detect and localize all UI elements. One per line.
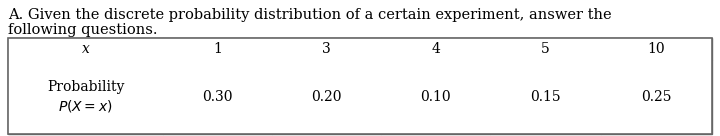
Text: 0.15: 0.15 (530, 90, 561, 104)
Text: 1: 1 (213, 42, 222, 56)
Text: 10: 10 (648, 42, 665, 56)
Bar (163, 60, 272, 134)
Bar (601, 38, 712, 60)
Text: 0.10: 0.10 (420, 90, 451, 104)
Text: following questions.: following questions. (8, 23, 158, 37)
Text: Probability
$P(X = x)$: Probability $P(X = x)$ (47, 80, 124, 115)
Text: x: x (81, 42, 89, 56)
Text: A. Given the discrete probability distribution of a certain experiment, answer t: A. Given the discrete probability distri… (8, 8, 611, 22)
Text: 0.30: 0.30 (202, 90, 233, 104)
Text: 0.25: 0.25 (642, 90, 672, 104)
Bar (490, 38, 601, 60)
Bar (163, 38, 272, 60)
Bar (8, 38, 163, 60)
Bar (8, 38, 712, 134)
Bar (601, 60, 712, 134)
Text: 0.20: 0.20 (311, 90, 342, 104)
Bar (381, 60, 490, 134)
Bar (381, 38, 490, 60)
Bar (490, 60, 601, 134)
Bar (272, 38, 381, 60)
Bar (8, 60, 163, 134)
Bar (272, 60, 381, 134)
Text: 4: 4 (431, 42, 440, 56)
Text: 5: 5 (541, 42, 550, 56)
Text: 3: 3 (322, 42, 331, 56)
